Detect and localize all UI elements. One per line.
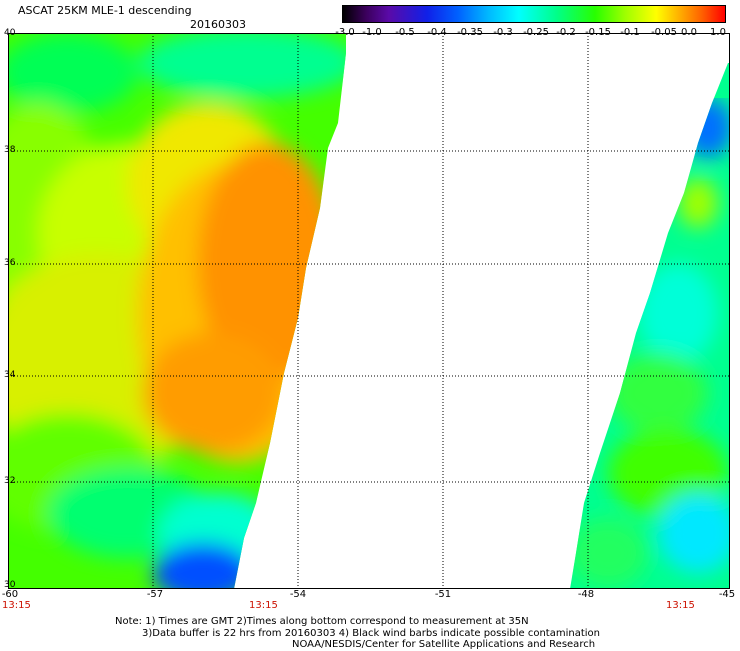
lat-label: 40	[4, 28, 16, 38]
map-date: 20160303	[190, 18, 246, 31]
colorbar-label: -1.0	[362, 27, 382, 38]
colorbar-label: -0.5	[395, 27, 415, 38]
colorbar-label: 1.0	[710, 27, 726, 38]
swath-west	[8, 33, 346, 589]
lat-label: 36	[4, 258, 16, 268]
credit-line: NOAA/NESDIS/Center for Satellite Applica…	[292, 639, 596, 650]
footnote-line-1: Note: 1) Times are GMT 2)Times along bot…	[115, 616, 529, 627]
lon-label: -60	[1, 589, 19, 600]
swath-east	[570, 63, 730, 589]
lon-label: -57	[146, 589, 164, 600]
lat-label: 38	[4, 145, 16, 155]
time-label: 13:15	[666, 600, 695, 611]
time-label: 13:15	[2, 600, 31, 611]
lon-label: -45	[718, 589, 736, 600]
colorbar-label: 0.0	[681, 27, 697, 38]
time-label: 13:15	[249, 600, 278, 611]
lat-label: 30	[4, 580, 16, 590]
colorbar	[342, 5, 726, 23]
colorbar-label: -3.0	[335, 27, 355, 38]
lon-label: -54	[289, 589, 307, 600]
map-title: ASCAT 25KM MLE-1 descending	[18, 4, 192, 17]
colorbar-label: -0.05	[651, 27, 677, 38]
lat-label: 34	[4, 370, 16, 380]
map-canvas	[8, 33, 730, 589]
colorbar-label: -0.25	[523, 27, 549, 38]
lon-label: -51	[434, 589, 452, 600]
map-frame	[8, 33, 730, 589]
colorbar-label: -0.2	[556, 27, 576, 38]
lon-label: -48	[577, 589, 595, 600]
scatterometer-map	[8, 33, 730, 589]
colorbar-label: -0.15	[585, 27, 611, 38]
lat-label: 32	[4, 476, 16, 486]
lat-lon-grid	[8, 33, 730, 589]
colorbar-label: -0.35	[457, 27, 483, 38]
footnote-line-2: 3)Data buffer is 22 hrs from 20160303 4)…	[142, 628, 600, 639]
colorbar-label: -0.1	[620, 27, 640, 38]
colorbar-label: -0.4	[427, 27, 447, 38]
colorbar-label: -0.3	[493, 27, 513, 38]
